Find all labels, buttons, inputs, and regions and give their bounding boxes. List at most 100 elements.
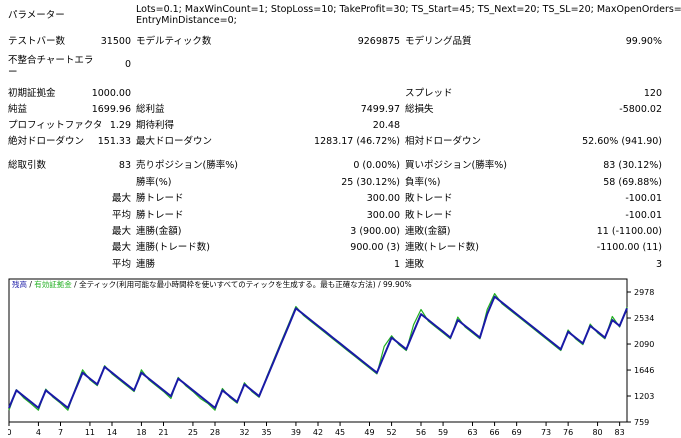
legend-model: 全ティック(利用可能な最小時間枠を使いすべてのティックを生成する。最も正確な方法… <box>79 280 376 289</box>
trade-value: 3 <box>655 258 662 270</box>
x-tick-label: 59 <box>438 428 448 436</box>
x-tick-label: 80 <box>592 428 602 436</box>
stat-value: 20.48 <box>372 120 400 131</box>
x-tick-label: 66 <box>489 428 499 436</box>
stat-label: 総損失 <box>405 104 434 115</box>
trade-label: 負率(%) <box>405 177 441 188</box>
params-label: パラメーター <box>8 10 65 21</box>
trade-label: 連敗(金額) <box>405 225 451 237</box>
trade-label: 敗トレード <box>405 193 453 205</box>
trade-prefix: 最大 <box>111 242 131 254</box>
chart-legend: 残高 / 有効証拠金 / 全ティック(利用可能な最小時間枠を使いすべてのティック… <box>12 280 412 290</box>
stat-label: 相対ドローダウン <box>405 136 482 147</box>
mismatch-value: 0 <box>124 59 131 70</box>
stat-label: 最大ドローダウン <box>136 136 213 147</box>
trade-label: 敗トレード <box>405 209 453 221</box>
stat-value: 120 <box>643 88 662 99</box>
trade-label: 連敗 <box>405 258 425 270</box>
stat-label: 純益 <box>8 104 28 115</box>
trade-value: 58 (69.88%) <box>603 177 662 188</box>
stat-value: 151.33 <box>97 136 131 147</box>
x-tick-label: 83 <box>615 428 625 436</box>
stat-label: 絶対ドローダウン <box>8 136 85 147</box>
x-tick-label: 28 <box>210 428 220 436</box>
stat-value: 1000.00 <box>91 88 131 99</box>
trade-prefix: 最大 <box>111 193 131 205</box>
legend-balance: 残高 <box>12 280 27 289</box>
stat-label: 総利益 <box>136 104 165 115</box>
x-tick-label: 11 <box>85 428 95 436</box>
stat-label: 期待利得 <box>136 120 175 131</box>
params-line-2: EntryMinDistance=0; <box>136 15 237 26</box>
x-tick-label: 73 <box>541 428 551 436</box>
stat-value: 1283.17 (46.72%) <box>314 136 400 147</box>
y-tick-label: 1203 <box>634 392 654 401</box>
trade-prefix: 最大 <box>111 225 131 237</box>
x-tick-label: 45 <box>335 428 345 436</box>
trade-label: 連勝 <box>136 258 156 270</box>
y-tick-label: 1646 <box>634 366 654 375</box>
x-tick-label: 76 <box>563 428 573 436</box>
stat-value: 1699.96 <box>91 104 131 115</box>
legend-sep: / <box>71 280 80 289</box>
stat-value: 1.29 <box>109 120 131 131</box>
balance-line <box>8 295 628 409</box>
x-tick-label: 32 <box>239 428 249 436</box>
trade-value: -100.01 <box>625 193 662 205</box>
legend-sep: / <box>375 280 384 289</box>
stat-value: 7499.97 <box>360 104 400 115</box>
stat-label: 初期証拠金 <box>8 88 56 99</box>
x-tick-label: 49 <box>364 428 374 436</box>
params-line-1: Lots=0.1; MaxWinCount=1; StopLoss=10; Ta… <box>136 4 681 15</box>
trade-value: -100.01 <box>625 209 662 221</box>
x-tick-label: 7 <box>58 428 63 436</box>
x-tick-label: 21 <box>158 428 168 436</box>
mismatch-label-wrap: ー <box>8 67 18 78</box>
trade-label: 連勝(金額) <box>136 225 182 237</box>
model-quality-label: モデリング品質 <box>405 36 472 47</box>
model-ticks-value: 9269875 <box>357 36 400 47</box>
model-quality-value: 99.90% <box>625 36 662 47</box>
x-tick-label: 4 <box>36 428 41 436</box>
trade-value: 25 (30.12%) <box>341 177 400 188</box>
trade-value: 1 <box>393 258 400 270</box>
trade-label: 連敗(トレード数) <box>405 242 479 254</box>
y-tick-label: 2090 <box>634 340 654 349</box>
short-positions-value: 0 (0.00%) <box>353 160 400 171</box>
x-tick-label: 0 <box>8 428 12 436</box>
x-tick-label: 52 <box>386 428 396 436</box>
total-trades-value: 83 <box>118 160 131 171</box>
balance-chart: 2978 2534 2090 1646 1203 759 0 4 7 11 14 18 21 25 28 32… <box>8 278 673 436</box>
x-tick-label: 69 <box>512 428 522 436</box>
trade-label: 連勝(トレード数) <box>136 242 210 254</box>
trade-label: 勝率(%) <box>136 177 172 188</box>
total-trades-label: 総取引数 <box>8 160 47 171</box>
stat-value: -5800.02 <box>619 104 662 115</box>
stat-label: プロフィットファクタ <box>8 120 103 131</box>
legend-sep: / <box>27 280 35 289</box>
trade-value: 11 (-1100.00) <box>596 225 662 237</box>
trade-value: 900.00 (3) <box>350 242 400 254</box>
y-tick-label: 2534 <box>634 314 654 323</box>
trade-value: 300.00 <box>366 209 400 221</box>
long-positions-label: 買いポジション(勝率%) <box>405 160 507 171</box>
balance-chart-svg: 2978 2534 2090 1646 1203 759 0 4 7 11 14 18 21 25 28 32… <box>8 278 654 436</box>
y-tick-label: 2978 <box>634 288 654 297</box>
test-bars-label: テストバー数 <box>8 36 66 47</box>
legend-equity: 有効証拠金 <box>34 280 72 289</box>
x-tick-label: 25 <box>188 428 198 436</box>
x-tick-label: 35 <box>261 428 271 436</box>
trade-value: 300.00 <box>366 193 400 205</box>
trade-value: 3 (900.00) <box>350 225 400 237</box>
trade-value: -1100.00 (11) <box>596 242 662 254</box>
plot-frame <box>8 278 628 423</box>
x-tick-label: 63 <box>467 428 477 436</box>
stat-label: スプレッド <box>405 88 453 99</box>
y-tick-label: 759 <box>634 418 649 427</box>
x-tick-label: 42 <box>313 428 323 436</box>
short-positions-label: 売りポジション(勝率%) <box>136 160 238 171</box>
x-tick-label: 14 <box>107 428 117 436</box>
trade-prefix: 平均 <box>111 258 131 270</box>
x-tick-label: 56 <box>416 428 426 436</box>
model-ticks-label: モデルティック数 <box>136 36 212 47</box>
